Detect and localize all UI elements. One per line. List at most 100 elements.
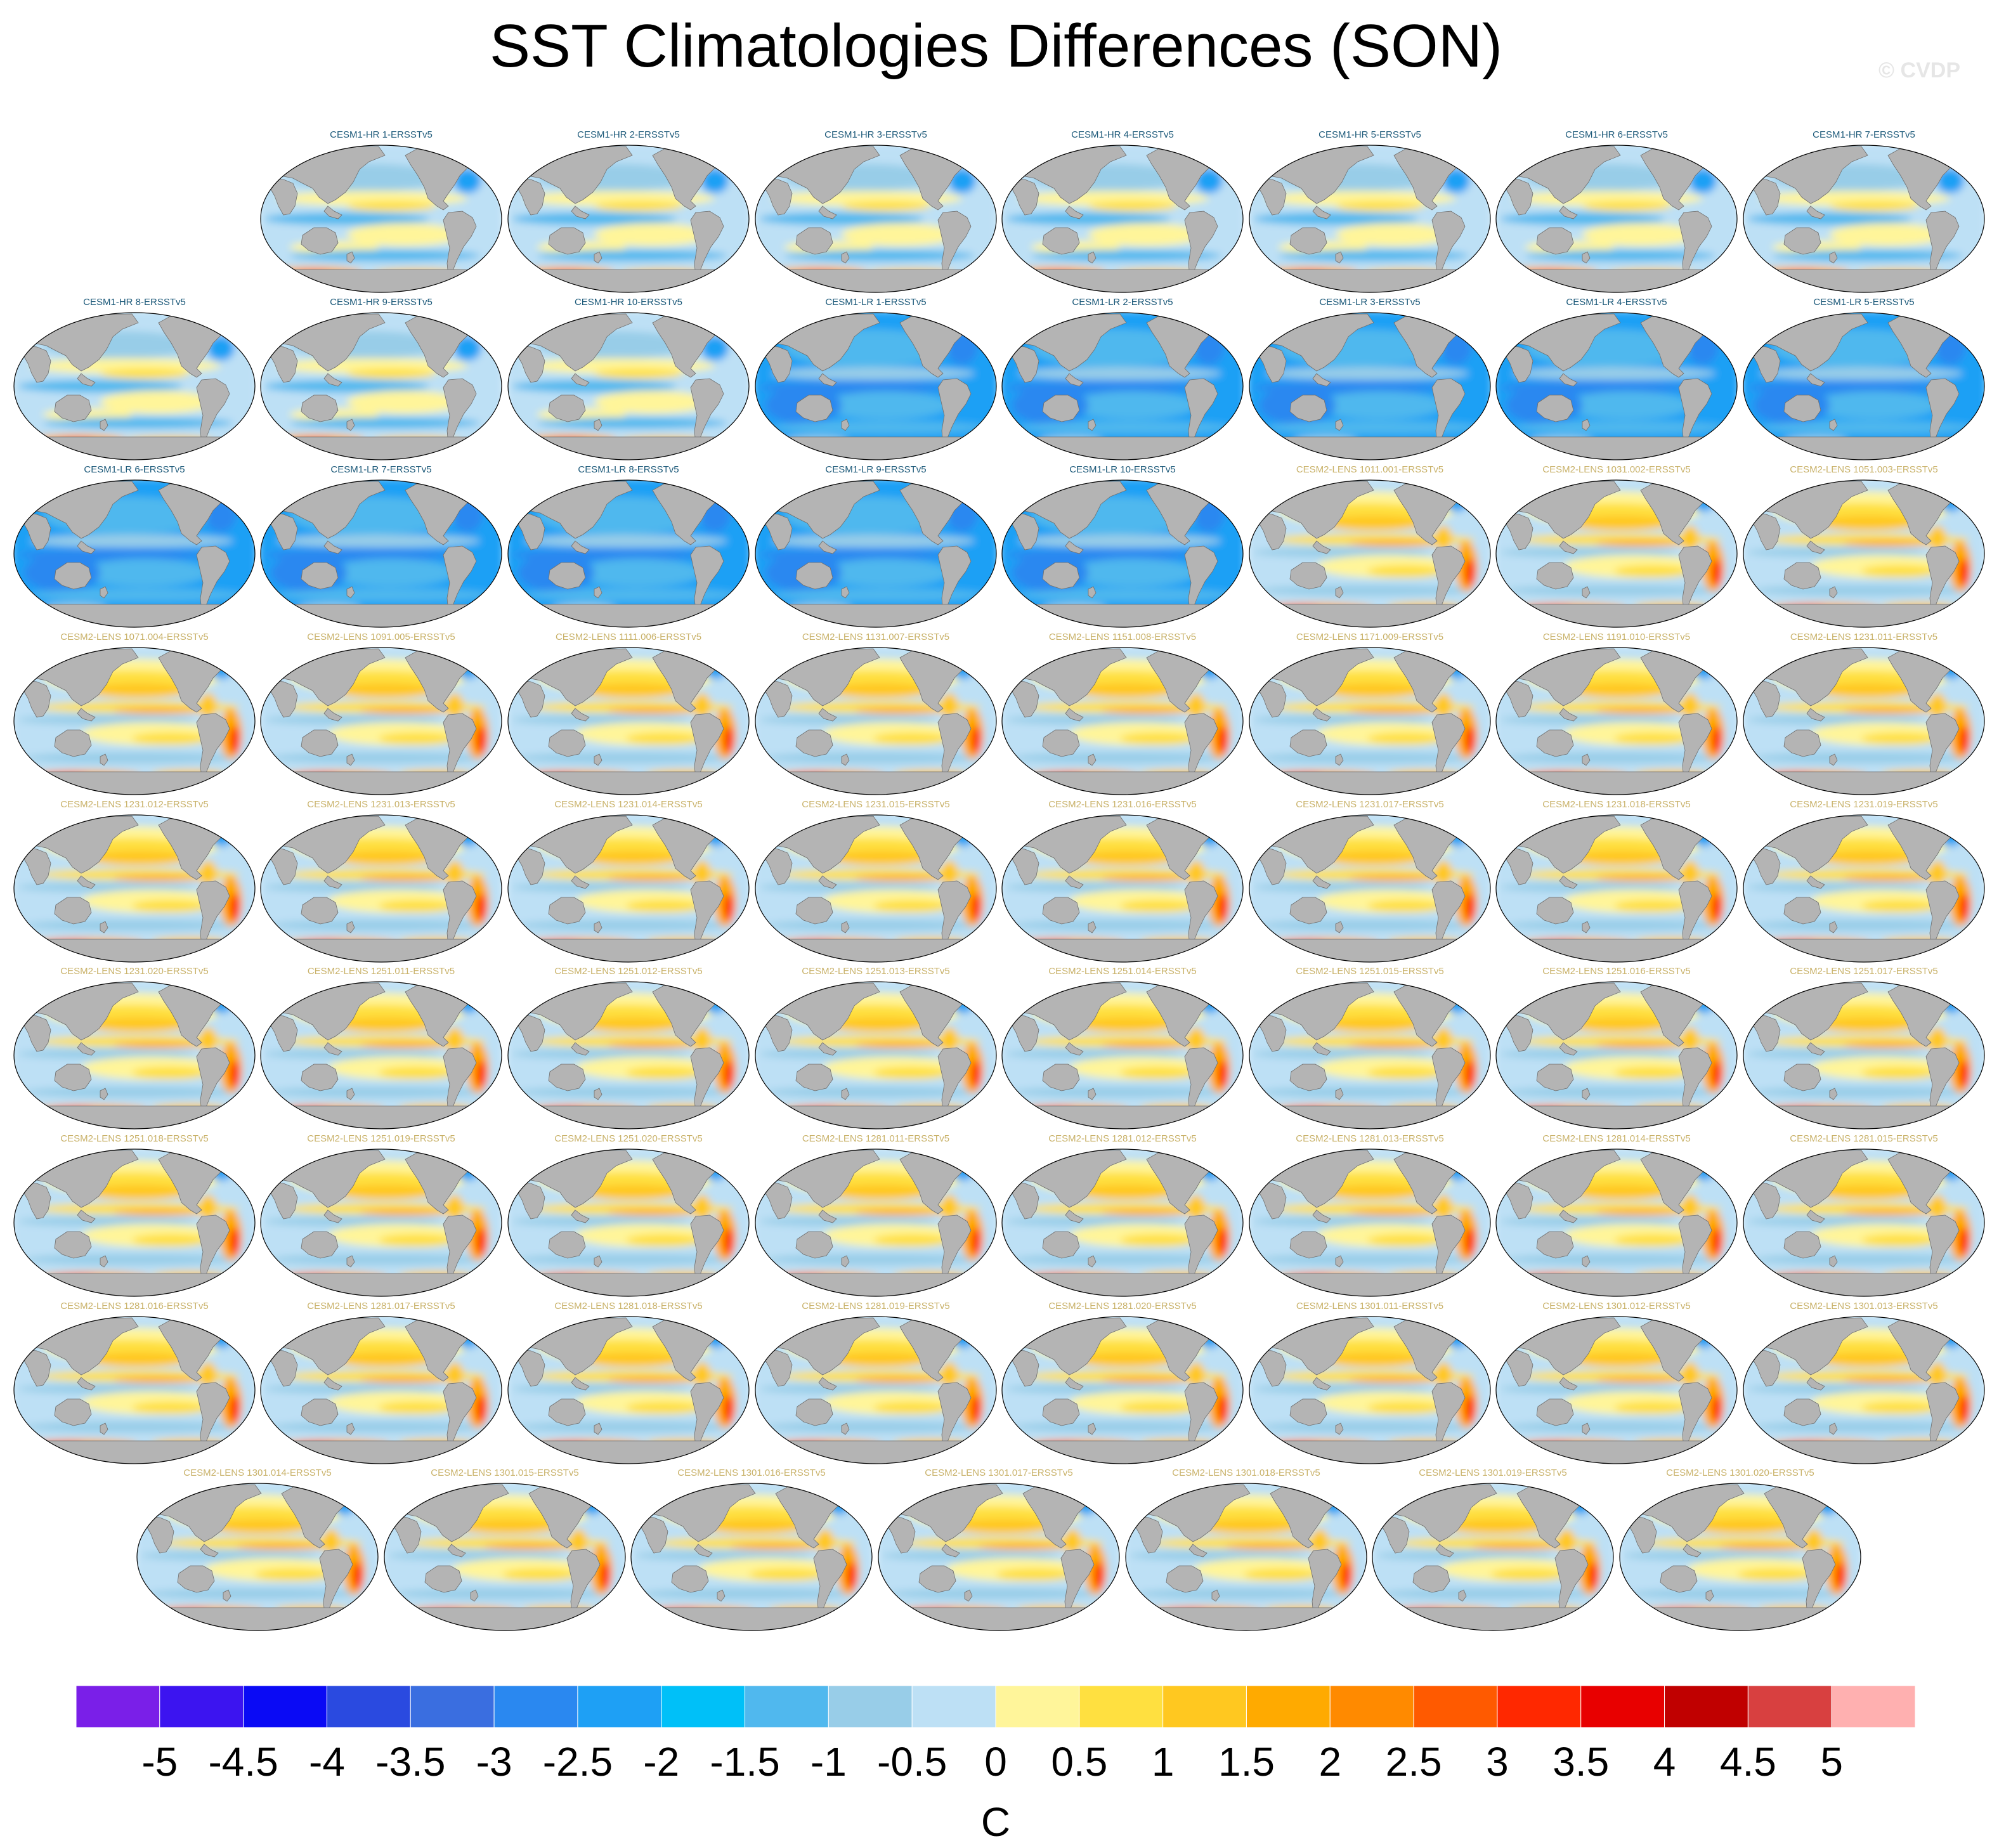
sst-difference-map [1743,479,1985,628]
sst-difference-map [630,1483,873,1631]
panel-label: CESM1-LR 2-ERSSTv5 [1072,297,1173,308]
colorbar-box [1246,1685,1331,1728]
sst-difference-map [1249,647,1491,795]
sst-difference-map [507,1316,750,1464]
colorbar-tick-label: 2 [1318,1739,1341,1785]
colorbar-box [1162,1685,1247,1728]
map-panel: CESM2-LENS 1301.012-ERSSTv5 [1494,1300,1740,1466]
map-panel: CESM2-LENS 1281.011-ERSSTv5 [753,1133,999,1299]
colorbar-tick-label: -2 [643,1739,679,1785]
panel-label: CESM2-LENS 1301.019-ERSSTv5 [1419,1467,1567,1478]
colorbar-box [995,1685,1080,1728]
map-panel: CESM1-HR 8-ERSSTv5 [11,296,257,462]
map-panel: CESM1-HR 3-ERSSTv5 [753,129,999,295]
map-panel: CESM2-LENS 1281.012-ERSSTv5 [999,1133,1246,1299]
colorbar-ticks: -5 -4.5 -4 -3.5 -3 -2.5 -2 -1.5 -1 -0.5 0 0.5 1 1.5 2 2… [141,1739,1843,1785]
panel-label: CESM1-HR 1-ERSSTv5 [330,129,433,140]
sst-difference-map [1249,981,1491,1129]
colorbar-box [493,1685,578,1728]
map-panel: CESM2-LENS 1251.012-ERSSTv5 [505,965,752,1131]
sst-difference-map [1495,981,1738,1129]
map-panel: CESM2-LENS 1301.016-ERSSTv5 [628,1467,875,1633]
panel-label: CESM1-HR 3-ERSSTv5 [824,129,927,140]
map-panel: CESM2-LENS 1231.013-ERSSTv5 [258,798,504,965]
colorbar-box [1664,1685,1748,1728]
map-panel: CESM2-LENS 1281.018-ERSSTv5 [505,1300,752,1466]
sst-difference-map [755,981,997,1129]
map-panel: CESM2-LENS 1301.017-ERSSTv5 [876,1467,1122,1633]
sst-difference-map [755,1316,997,1464]
panel-label: CESM1-HR 10-ERSSTv5 [574,297,683,308]
map-panel: CESM2-LENS 1281.017-ERSSTv5 [258,1300,504,1466]
sst-difference-map [13,1316,256,1464]
map-panel: CESM2-LENS 1251.016-ERSSTv5 [1494,965,1740,1131]
map-panel: CESM1-LR 9-ERSSTv5 [753,464,999,630]
colorbar-box [1580,1685,1665,1728]
panel-label: CESM1-LR 9-ERSSTv5 [825,464,927,475]
colorbar-tick-label: -1.5 [710,1739,779,1785]
colorbar-box [326,1685,411,1728]
map-panel: CESM1-LR 5-ERSSTv5 [1741,296,1987,462]
map-panel: CESM2-LENS 1231.018-ERSSTv5 [1494,798,1740,965]
sst-difference-map [507,981,750,1129]
map-panel: CESM2-LENS 1281.016-ERSSTv5 [11,1300,257,1466]
panel-label: CESM2-LENS 1231.012-ERSSTv5 [60,799,209,810]
panel-label: CESM1-HR 7-ERSSTv5 [1813,129,1915,140]
panel-label: CESM2-LENS 1281.013-ERSSTv5 [1296,1133,1444,1144]
sst-difference-map [1495,312,1738,460]
panel-label: CESM2-LENS 1251.015-ERSSTv5 [1296,966,1444,977]
panel-label: CESM2-LENS 1301.015-ERSSTv5 [431,1467,579,1478]
panel-label: CESM1-HR 6-ERSSTv5 [1565,129,1668,140]
panel-label: CESM2-LENS 1301.018-ERSSTv5 [1172,1467,1320,1478]
panel-label: CESM2-LENS 1251.017-ERSSTv5 [1790,966,1938,977]
colorbar-box [75,1685,160,1728]
colorbar-box [1329,1685,1414,1728]
map-panel: CESM2-LENS 1231.020-ERSSTv5 [11,965,257,1131]
map-panel: CESM1-HR 5-ERSSTv5 [1247,129,1493,295]
colorbar-tick-label: -3.5 [375,1739,445,1785]
colorbar-tick-label: -4 [309,1739,345,1785]
colorbar-tick-label: 0.5 [1051,1739,1107,1785]
sst-difference-map [1495,1148,1738,1297]
map-panel: CESM2-LENS 1231.014-ERSSTv5 [505,798,752,965]
panel-label: CESM2-LENS 1251.013-ERSSTv5 [802,966,950,977]
figure-title: SST Climatologies Differences (SON) [490,12,1502,80]
sst-difference-map [1495,1316,1738,1464]
map-panel: CESM2-LENS 1171.009-ERSSTv5 [1247,631,1493,797]
map-panel: CESM1-LR 4-ERSSTv5 [1494,296,1740,462]
map-panel: CESM2-LENS 1301.013-ERSSTv5 [1741,1300,1987,1466]
colorbar-tick-label: 1 [1152,1739,1175,1785]
panel-label: CESM2-LENS 1131.007-ERSSTv5 [802,632,950,642]
panel-label: CESM2-LENS 1281.017-ERSSTv5 [307,1301,455,1311]
panel-label: CESM2-LENS 1281.016-ERSSTv5 [60,1301,209,1311]
map-panel: CESM2-LENS 1231.012-ERSSTv5 [11,798,257,965]
sst-difference-map [1249,1316,1491,1464]
sst-difference-map [507,479,750,628]
sst-difference-map [1249,1148,1491,1297]
panel-label: CESM2-LENS 1301.013-ERSSTv5 [1790,1301,1938,1311]
sst-difference-map [260,1316,502,1464]
map-panel: CESM2-LENS 1251.014-ERSSTv5 [999,965,1246,1131]
sst-difference-map [1125,1483,1367,1631]
panel-label: CESM2-LENS 1071.004-ERSSTv5 [60,632,209,642]
panel-label: CESM2-LENS 1301.014-ERSSTv5 [183,1467,332,1478]
sst-difference-map [260,814,502,963]
panel-label: CESM2-LENS 1281.012-ERSSTv5 [1048,1133,1197,1144]
map-panel: CESM2-LENS 1281.014-ERSSTv5 [1494,1133,1740,1299]
colorbar-tick-label: -1 [810,1739,847,1785]
panel-label: CESM2-LENS 1251.014-ERSSTv5 [1048,966,1197,977]
panel-label: CESM1-HR 2-ERSSTv5 [577,129,680,140]
panel-label: CESM1-HR 4-ERSSTv5 [1071,129,1174,140]
map-panel: CESM1-HR 1-ERSSTv5 [258,129,504,295]
colorbar-box [1413,1685,1498,1728]
map-panel: CESM2-LENS 1281.019-ERSSTv5 [753,1300,999,1466]
colorbar-tick-label: 1.5 [1218,1739,1275,1785]
colorbar-tick-label: -4.5 [208,1739,278,1785]
panel-label: CESM2-LENS 1111.006-ERSSTv5 [555,632,702,642]
panel-label: CESM2-LENS 1301.011-ERSSTv5 [1296,1301,1444,1311]
colorbar-unit-label: C [981,1799,1010,1845]
sst-difference-map [507,312,750,460]
map-panel: CESM2-LENS 1281.015-ERSSTv5 [1741,1133,1987,1299]
map-panel: CESM2-LENS 1091.005-ERSSTv5 [258,631,504,797]
panel-label: CESM2-LENS 1251.019-ERSSTv5 [307,1133,455,1144]
